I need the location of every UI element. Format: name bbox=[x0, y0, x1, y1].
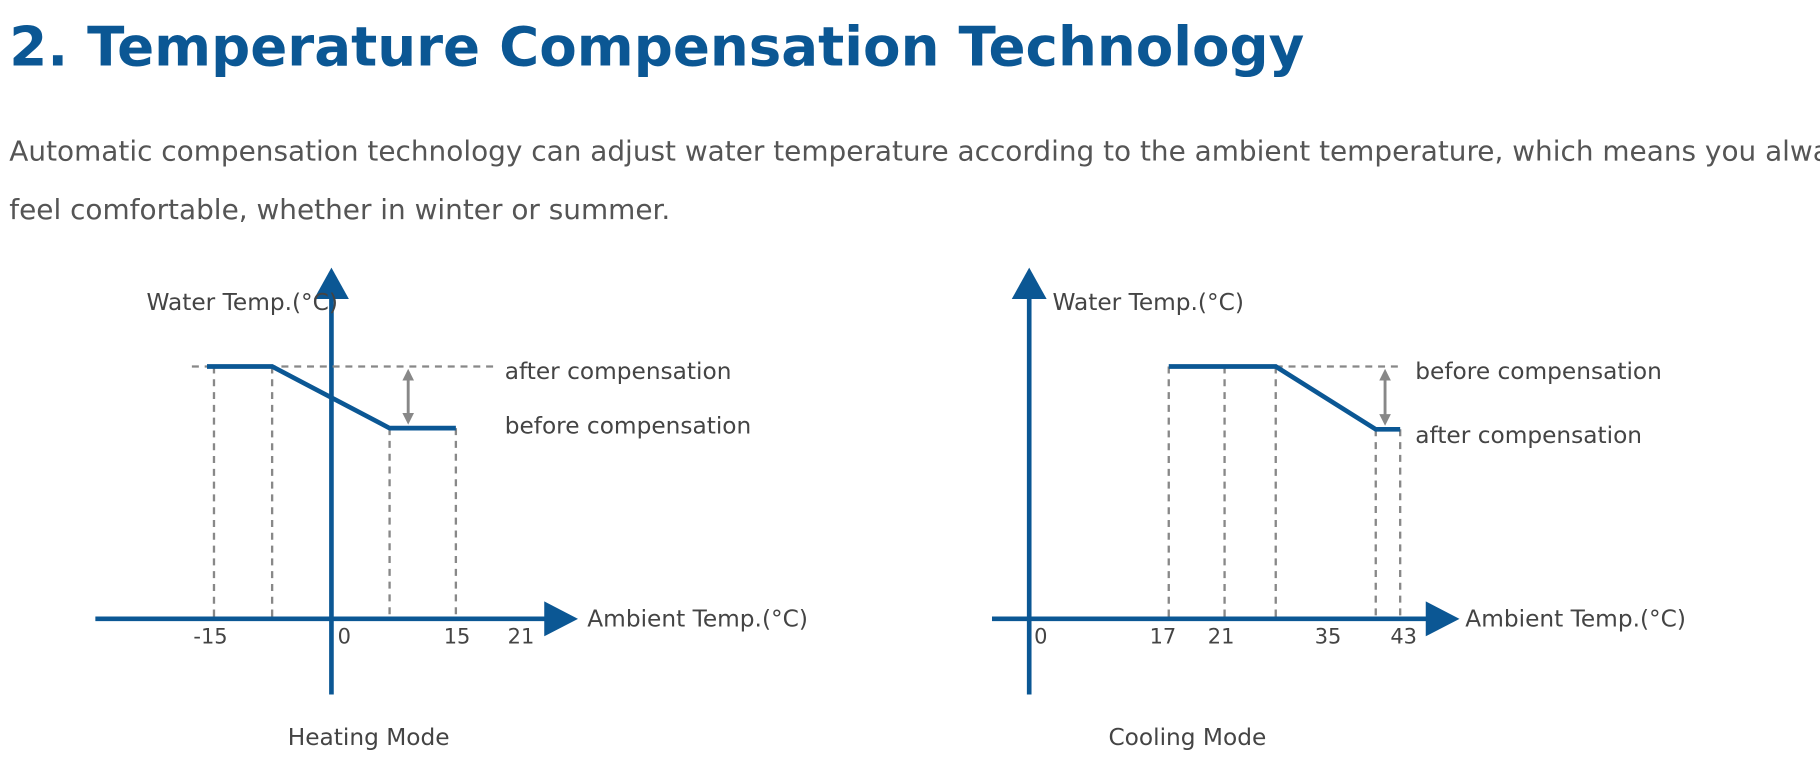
y-axis-label: Water Temp.(°C) bbox=[147, 289, 338, 316]
tick-label: 0 bbox=[1034, 624, 1047, 648]
tick-label: 15 bbox=[444, 624, 471, 648]
tick-label: 0 bbox=[338, 624, 351, 648]
page-title: 2. Temperature Compensation Technology bbox=[9, 14, 1304, 78]
lower-label: before compensation bbox=[505, 412, 752, 439]
axis-arrow bbox=[1011, 267, 1047, 300]
caption: Cooling Mode bbox=[1108, 724, 1266, 751]
tick-label: 21 bbox=[1208, 624, 1235, 648]
tick-label: 17 bbox=[1150, 624, 1177, 648]
compensation-curve bbox=[1168, 364, 1401, 432]
axis-arrow bbox=[313, 267, 349, 300]
axis-arrow bbox=[1425, 601, 1460, 637]
axis-arrow bbox=[544, 601, 578, 637]
x-axis-label: Ambient Temp.(°C) bbox=[1465, 606, 1686, 633]
intro-line: Automatic compensation technology can ad… bbox=[9, 135, 1820, 168]
tick-label: -15 bbox=[193, 624, 227, 648]
compensation-curve bbox=[207, 364, 456, 431]
guide-line bbox=[1167, 366, 1402, 617]
caption: Heating Mode bbox=[288, 724, 450, 751]
heating-diagram: Water Temp.(°C) Ambient Temp.(°C) after … bbox=[95, 267, 808, 751]
intro-line: feel comfortable, whether in winter or s… bbox=[9, 193, 670, 226]
guide-line bbox=[212, 366, 458, 617]
tick-label: 35 bbox=[1315, 624, 1342, 648]
y-axis-label: Water Temp.(°C) bbox=[1052, 289, 1243, 316]
cooling-diagram: Water Temp.(°C) Ambient Temp.(°C) before… bbox=[991, 267, 1686, 751]
x-axis-label: Ambient Temp.(°C) bbox=[587, 606, 808, 633]
upper-label: before compensation bbox=[1415, 358, 1662, 385]
tick-label: 21 bbox=[508, 624, 535, 648]
lower-label: after compensation bbox=[1415, 422, 1642, 449]
upper-label: after compensation bbox=[505, 358, 732, 385]
tick-label: 43 bbox=[1390, 624, 1417, 648]
intro-text: Automatic compensation technology can ad… bbox=[9, 135, 1820, 226]
